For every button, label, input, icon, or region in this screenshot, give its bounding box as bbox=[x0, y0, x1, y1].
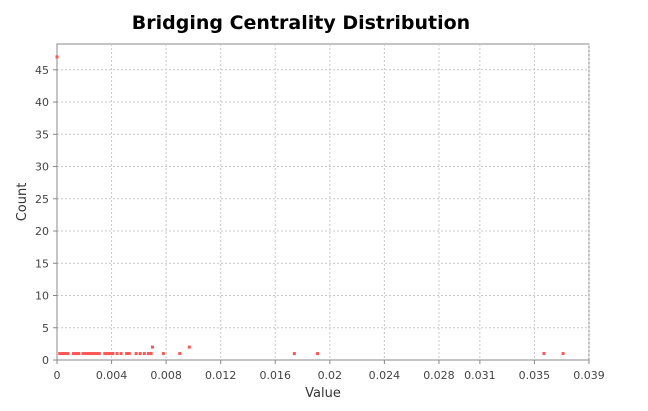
data-point bbox=[187, 345, 191, 349]
y-tick-label: 40 bbox=[35, 96, 49, 109]
chart-title: Bridging Centrality Distribution bbox=[132, 12, 470, 34]
data-point bbox=[63, 352, 67, 356]
data-point bbox=[149, 352, 153, 356]
grid-lines bbox=[57, 44, 590, 360]
data-point bbox=[84, 352, 88, 356]
data-point bbox=[92, 352, 96, 356]
x-tick-label: 0.02 bbox=[318, 369, 343, 382]
data-point bbox=[77, 352, 81, 356]
data-point bbox=[125, 352, 129, 356]
data-point bbox=[95, 352, 99, 356]
data-point bbox=[71, 352, 75, 356]
y-tick-label: 10 bbox=[35, 290, 49, 303]
data-point bbox=[292, 352, 296, 356]
x-ticks: 0 0.004 0.008 0.012 0.016 0.02 0.024 0.028 0.031… bbox=[54, 360, 605, 382]
y-tick-label: 0 bbox=[42, 354, 49, 367]
data-point bbox=[178, 352, 182, 356]
x-tick-label: 0.035 bbox=[519, 369, 551, 382]
data-point bbox=[89, 352, 93, 356]
data-points bbox=[55, 55, 565, 356]
y-tick-label: 15 bbox=[35, 257, 49, 270]
x-tick-label: 0 bbox=[54, 369, 61, 382]
x-tick-label: 0.004 bbox=[96, 369, 128, 382]
data-point bbox=[134, 352, 138, 356]
data-point bbox=[146, 352, 150, 356]
data-point bbox=[103, 352, 107, 356]
x-tick-label: 0.039 bbox=[573, 369, 605, 382]
data-point bbox=[138, 352, 142, 356]
data-point bbox=[66, 352, 70, 356]
x-tick-label: 0.028 bbox=[423, 369, 455, 382]
plot-area bbox=[56, 43, 590, 361]
x-tick-label: 0.016 bbox=[260, 369, 292, 382]
data-point bbox=[127, 352, 131, 356]
data-point bbox=[60, 352, 64, 356]
data-point bbox=[108, 352, 112, 356]
data-point bbox=[86, 352, 90, 356]
data-point bbox=[111, 352, 115, 356]
x-tick-label: 0.031 bbox=[464, 369, 496, 382]
x-tick-label: 0.012 bbox=[205, 369, 237, 382]
y-tick-label: 20 bbox=[35, 225, 49, 238]
data-point bbox=[542, 352, 546, 356]
data-point bbox=[97, 352, 101, 356]
data-point bbox=[150, 345, 154, 349]
data-point bbox=[119, 352, 123, 356]
y-tick-label: 35 bbox=[35, 128, 49, 141]
x-axis-label: Value bbox=[305, 386, 341, 401]
y-tick-label: 25 bbox=[35, 193, 49, 206]
y-ticks: 0 5 10 15 20 25 30 35 40 45 bbox=[35, 64, 57, 367]
data-point bbox=[142, 352, 146, 356]
data-point bbox=[105, 352, 109, 356]
data-point bbox=[55, 55, 59, 59]
data-point bbox=[81, 352, 85, 356]
data-point bbox=[561, 352, 565, 356]
data-point bbox=[316, 352, 320, 356]
axes bbox=[56, 44, 589, 361]
y-axis-label: Count bbox=[15, 183, 30, 222]
y-tick-label: 5 bbox=[42, 322, 49, 335]
y-tick-label: 30 bbox=[35, 161, 49, 174]
data-point bbox=[115, 352, 119, 356]
data-point bbox=[74, 352, 78, 356]
data-point bbox=[161, 352, 165, 356]
y-tick-label: 45 bbox=[35, 64, 49, 77]
x-tick-label: 0.008 bbox=[150, 369, 182, 382]
data-point bbox=[58, 352, 62, 356]
x-tick-label: 0.024 bbox=[369, 369, 401, 382]
